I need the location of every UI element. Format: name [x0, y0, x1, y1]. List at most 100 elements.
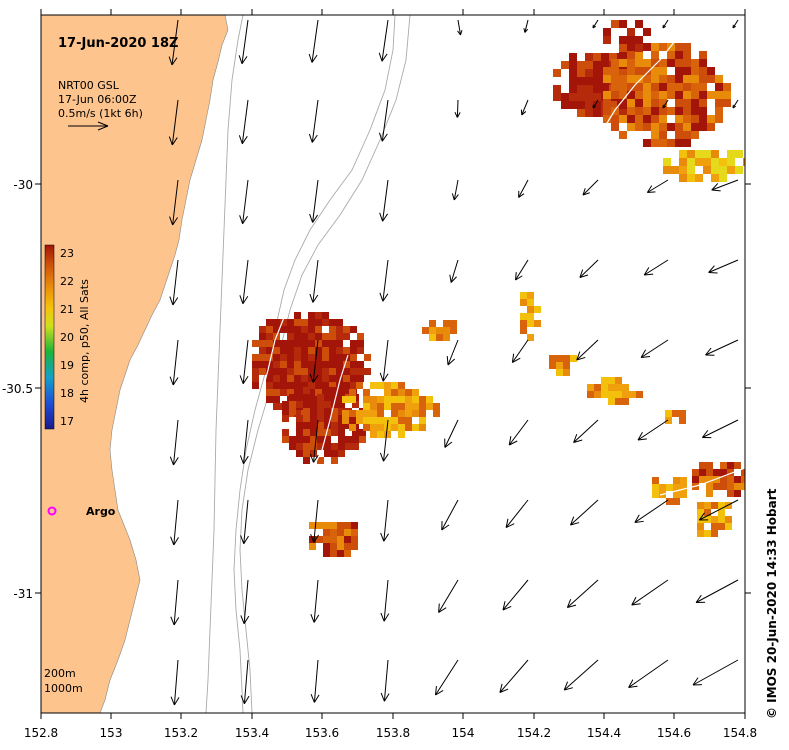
- sst-cell: [651, 107, 659, 115]
- front-line-3: [259, 314, 286, 401]
- sst-cell: [611, 20, 619, 28]
- sst-cell: [603, 107, 611, 115]
- sst-cell: [585, 109, 593, 117]
- sst-cell: [635, 83, 643, 91]
- current-arrow: [169, 419, 179, 466]
- sst-cell: [651, 51, 659, 59]
- current-arrow: [708, 259, 739, 274]
- sst-cell: [296, 436, 303, 443]
- sst-cell: [336, 319, 343, 326]
- sst-cell: [266, 340, 273, 347]
- sst-cell: [405, 417, 412, 424]
- y-tick-label: -31: [13, 587, 33, 601]
- sst-cell: [315, 340, 322, 347]
- sst-cell: [593, 61, 601, 69]
- sst-cell: [520, 320, 527, 327]
- sst-cell: [391, 389, 398, 396]
- sst-cell: [723, 83, 731, 91]
- sst-cell: [301, 340, 308, 347]
- sst-cell: [338, 415, 345, 422]
- sst-cell: [699, 59, 707, 67]
- sst-cell: [569, 69, 577, 77]
- sst-cell: [667, 107, 675, 115]
- sst-cell: [337, 550, 344, 557]
- current-arrow: [438, 579, 459, 613]
- sst-cell: [665, 410, 672, 417]
- x-tick-label: 153.4: [235, 726, 269, 740]
- sst-cell: [336, 333, 343, 340]
- sst-cell: [663, 166, 671, 174]
- sst-cell: [601, 384, 608, 391]
- current-arrow: [310, 659, 320, 703]
- sst-cell: [734, 490, 741, 497]
- sst-cell: [336, 326, 343, 333]
- sst-cell: [651, 43, 659, 51]
- sst-cell: [289, 443, 296, 450]
- sst-cell: [266, 333, 273, 340]
- sst-cell: [704, 509, 711, 516]
- sst-cell: [289, 408, 296, 415]
- sst-cell: [727, 469, 734, 476]
- sst-cell: [308, 319, 315, 326]
- sst-cell: [577, 77, 585, 85]
- sst-cell: [563, 362, 570, 369]
- sst-cell: [352, 429, 359, 436]
- sst-cell: [324, 436, 331, 443]
- sst-cell: [252, 382, 259, 389]
- sst-cell: [675, 139, 683, 147]
- sst-cell: [398, 424, 405, 431]
- sst-cell: [659, 484, 666, 491]
- sst-cell: [315, 382, 322, 389]
- sst-cell: [350, 361, 357, 368]
- current-arrow: [380, 579, 390, 622]
- sst-cell: [357, 347, 364, 354]
- sst-cell: [622, 384, 629, 391]
- sst-cell: [683, 91, 691, 99]
- sst-cell: [315, 354, 322, 361]
- sst-cell: [323, 543, 330, 550]
- sst-cell: [273, 319, 280, 326]
- sst-cell: [593, 77, 601, 85]
- sst-cell: [675, 75, 683, 83]
- sst-cell: [651, 123, 659, 131]
- sst-cell: [343, 347, 350, 354]
- sst-cell: [679, 417, 686, 424]
- sst-cell: [343, 361, 350, 368]
- isobath-label-1000m: 1000m: [44, 682, 83, 695]
- sst-cell: [309, 522, 316, 529]
- x-tick-label: 153: [100, 726, 123, 740]
- sst-cell: [336, 382, 343, 389]
- sst-cell: [741, 476, 745, 483]
- isobath-label-200m: 200m: [44, 667, 76, 680]
- sst-cell: [587, 384, 594, 391]
- sst-cell: [636, 391, 643, 398]
- sst-cell: [683, 107, 691, 115]
- sst-cell: [315, 333, 322, 340]
- sst-cell: [317, 422, 324, 429]
- sst-cell: [715, 99, 723, 107]
- sst-cell: [266, 389, 273, 396]
- sst-cell: [426, 396, 433, 403]
- sst-cell: [627, 75, 635, 83]
- sst-cell: [294, 326, 301, 333]
- sst-cell: [370, 382, 377, 389]
- sst-cell: [317, 436, 324, 443]
- sst-cell: [259, 354, 266, 361]
- current-arrow: [379, 259, 389, 302]
- sst-cell: [310, 436, 317, 443]
- sst-cell: [405, 424, 412, 431]
- sst-cell: [364, 368, 371, 375]
- sst-cell: [527, 299, 534, 306]
- sst-cell: [338, 394, 345, 401]
- sst-cell: [433, 403, 440, 410]
- current-arrow: [378, 99, 389, 142]
- sst-cell: [675, 91, 683, 99]
- sst-cell: [308, 312, 315, 319]
- current-arrow: [240, 499, 249, 545]
- sst-cell: [699, 469, 706, 476]
- sst-cell: [619, 91, 627, 99]
- sst-cell: [691, 91, 699, 99]
- current-arrow: [169, 179, 179, 226]
- colorbar-tick: 17: [60, 415, 74, 428]
- sst-cell: [577, 109, 585, 117]
